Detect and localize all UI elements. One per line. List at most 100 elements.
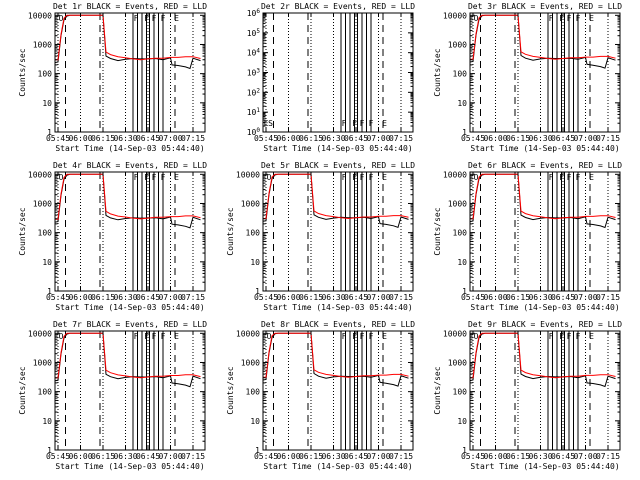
- y-tick-label: 1000: [448, 40, 467, 49]
- x-tick-label: 05:45: [46, 134, 70, 143]
- y-tick-label: 102: [247, 87, 261, 97]
- chart-panel-det-3: Det 3r BLACK = Events, RED = LLD05:4506:…: [433, 2, 622, 153]
- x-tick-label: 06:15: [299, 134, 323, 143]
- y-tick-label: 10000: [443, 11, 467, 20]
- y-tick-label: 1000: [33, 40, 52, 49]
- x-axis-label: Start Time (14-Sep-03 05:44:40): [55, 144, 204, 153]
- marker-annotation: E: [589, 173, 594, 182]
- x-tick-label: 06:30: [321, 134, 345, 143]
- marker-annotation: E: [174, 332, 179, 341]
- marker-annotation: O: [474, 332, 479, 341]
- chart-title: Det 1r BLACK = Events, RED = LLD: [53, 2, 207, 11]
- x-tick-label: 05:45: [46, 452, 70, 461]
- y-tick-label: 105: [247, 28, 261, 38]
- plot-frame: [469, 12, 621, 133]
- lld-series-line: [55, 173, 201, 220]
- x-tick-label: 06:15: [506, 452, 530, 461]
- y-tick-label: 1: [47, 287, 52, 296]
- y-tick-label: 1: [255, 287, 260, 296]
- events-series-line: [54, 332, 201, 388]
- x-tick-label: 07:15: [389, 452, 413, 461]
- x-tick-label: 06:45: [136, 134, 160, 143]
- marker-annotation: F: [161, 332, 166, 341]
- lld-series-line: [470, 332, 616, 379]
- x-tick-label: 06:15: [506, 134, 530, 143]
- x-tick-label: 07:00: [158, 452, 182, 461]
- marker-annotation: F: [161, 173, 166, 182]
- plot-frame: [469, 330, 621, 451]
- y-axis-label: Counts/sec: [18, 366, 27, 414]
- y-axis-label: Counts/sec: [433, 48, 442, 96]
- y-tick-label: 103: [247, 68, 261, 78]
- x-tick-label: 06:30: [528, 134, 552, 143]
- y-tick-label: 101: [247, 107, 261, 117]
- plot-frame: [54, 330, 206, 451]
- x-tick-label: 06:00: [68, 134, 92, 143]
- x-tick-label: 07:00: [158, 134, 182, 143]
- y-tick-label: 10000: [28, 11, 52, 20]
- marker-annotation: F: [576, 14, 581, 23]
- marker-annotation: F: [342, 119, 347, 128]
- events-series-line: [54, 14, 201, 70]
- y-tick-label: 1000: [448, 199, 467, 208]
- marker-annotation: F: [549, 332, 554, 341]
- marker-annotation: F: [134, 332, 139, 341]
- x-tick-label: 07:00: [366, 293, 390, 302]
- events-series-line: [469, 332, 616, 388]
- y-tick-label: 10000: [443, 329, 467, 338]
- x-tick-label: 07:15: [596, 293, 620, 302]
- marker-annotation: O: [267, 173, 272, 182]
- marker-annotation: F: [134, 14, 139, 23]
- chart-panel-det-7: Det 7r BLACK = Events, RED = LLD05:4506:…: [18, 320, 207, 471]
- marker-annotation: S: [268, 119, 273, 128]
- x-tick-label: 06:00: [483, 452, 507, 461]
- x-tick-label: 06:15: [91, 293, 115, 302]
- x-tick-label: 07:00: [573, 134, 597, 143]
- lld-series-line: [470, 14, 616, 60]
- y-tick-label: 10: [457, 99, 467, 108]
- x-tick-label: 06:15: [91, 452, 115, 461]
- marker-annotation: F: [161, 14, 166, 23]
- x-tick-label: 06:45: [136, 293, 160, 302]
- x-axis-label: Start Time (14-Sep-03 05:44:40): [470, 462, 619, 471]
- chart-title: Det 6r BLACK = Events, RED = LLD: [468, 161, 622, 170]
- marker-annotation: E: [264, 119, 269, 128]
- x-tick-label: 06:45: [551, 452, 575, 461]
- events-series-line: [262, 332, 409, 387]
- chart-title: Det 8r BLACK = Events, RED = LLD: [261, 320, 415, 329]
- x-tick-label: 05:45: [254, 452, 278, 461]
- y-tick-label: 1: [462, 287, 467, 296]
- marker-annotation: O: [59, 173, 64, 182]
- y-tick-label: 1: [462, 128, 467, 137]
- chart-title: Det 2r BLACK = Events, RED = LLD: [261, 2, 415, 11]
- plot-frame: [262, 12, 414, 133]
- marker-annotation: F: [360, 173, 365, 182]
- marker-annotation: F: [369, 119, 374, 128]
- x-axis-label: Start Time (14-Sep-03 05:44:40): [470, 144, 619, 153]
- x-tick-label: 05:45: [461, 134, 485, 143]
- x-tick-label: 07:00: [158, 293, 182, 302]
- plot-frame: [469, 171, 621, 292]
- chart-panel-det-8: Det 8r BLACK = Events, RED = LLD05:4506:…: [226, 320, 415, 471]
- x-tick-label: 06:30: [321, 293, 345, 302]
- chart-title: Det 9r BLACK = Events, RED = LLD: [468, 320, 622, 329]
- x-tick-label: 06:15: [91, 134, 115, 143]
- plot-frame: [54, 171, 206, 292]
- y-tick-label: 100: [246, 388, 261, 397]
- events-series-line: [54, 173, 201, 229]
- x-tick-label: 06:30: [528, 452, 552, 461]
- x-tick-label: 07:00: [366, 452, 390, 461]
- plot-frame: [262, 330, 414, 451]
- y-axis-label: Counts/sec: [433, 207, 442, 255]
- y-tick-label: 100: [38, 388, 53, 397]
- events-series-line: [469, 173, 616, 229]
- y-tick-label: 10: [250, 417, 260, 426]
- x-tick-label: 06:00: [483, 293, 507, 302]
- x-tick-label: 07:00: [366, 134, 390, 143]
- marker-annotation: F: [134, 173, 139, 182]
- plot-frame: [262, 171, 414, 292]
- x-tick-label: 06:00: [483, 134, 507, 143]
- x-tick-label: 06:45: [344, 293, 368, 302]
- x-tick-label: 05:45: [46, 293, 70, 302]
- events-series-line: [469, 14, 616, 69]
